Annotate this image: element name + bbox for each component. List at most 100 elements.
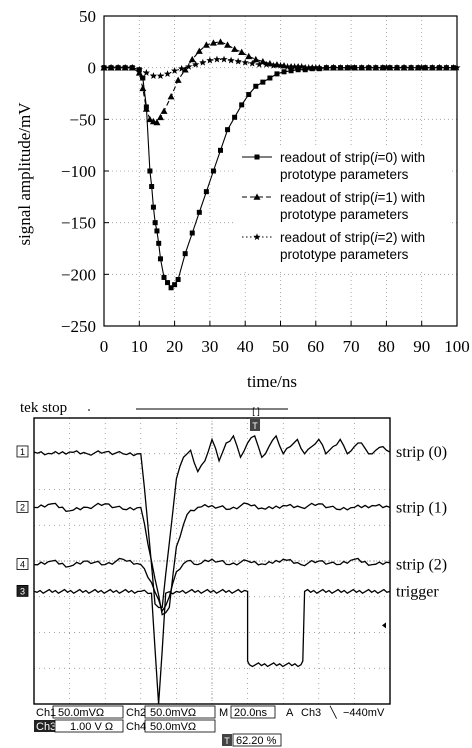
data-point xyxy=(206,56,214,64)
data-point xyxy=(140,75,146,81)
data-point xyxy=(147,168,153,174)
y-tick-label: −150 xyxy=(61,214,96,233)
x-tick-label: 90 xyxy=(413,337,430,356)
ch2-value: 50.0mVΩ xyxy=(150,707,196,719)
data-point xyxy=(442,64,450,71)
data-point xyxy=(260,79,266,85)
oscilloscope-screenshot: tek stop [ ] T 1 strip (0) 2 strip (1) 4 stri… xyxy=(16,400,447,747)
scope-title: tek stop xyxy=(20,400,67,416)
data-point xyxy=(234,57,242,65)
legend-entry-label: readout of strip(i=2) with xyxy=(280,230,425,245)
data-point xyxy=(283,62,292,70)
data-point xyxy=(146,115,154,123)
y-tick-label: −250 xyxy=(61,317,96,336)
ch1-value: 50.0mVΩ xyxy=(58,707,104,719)
data-point xyxy=(252,55,260,63)
data-point xyxy=(114,63,122,71)
data-point xyxy=(231,45,239,52)
data-point xyxy=(182,251,188,257)
x-axis-label: time/ns xyxy=(247,372,297,391)
data-point xyxy=(203,189,209,195)
data-point xyxy=(153,118,161,126)
x-tick-label: 40 xyxy=(237,337,254,356)
series-group xyxy=(100,38,461,291)
x-tick-label: 10 xyxy=(131,337,148,356)
ch1-label: Ch1 xyxy=(36,707,56,719)
data-point xyxy=(185,62,193,70)
data-point xyxy=(259,57,267,65)
trace-3 xyxy=(33,588,391,705)
data-point xyxy=(287,63,295,70)
trigger-channel: Ch3 xyxy=(301,707,321,719)
data-point xyxy=(281,69,287,75)
legend-box xyxy=(236,146,450,270)
ch1-box xyxy=(52,705,124,719)
data-point xyxy=(156,240,162,246)
m-box xyxy=(230,705,276,719)
data-point xyxy=(269,61,278,69)
data-point xyxy=(156,113,164,121)
trigger-slope: ╲ xyxy=(329,705,338,719)
data-point xyxy=(175,277,181,282)
data-point xyxy=(418,63,426,71)
x-tick-label: 20 xyxy=(166,337,183,356)
data-point xyxy=(165,280,171,286)
amplitude-chart: 0 10 20 30 40 50 60 70 80 90 100 50 0 −50 −100 −150 −200… xyxy=(15,7,470,391)
data-point xyxy=(276,61,285,69)
series-triangle xyxy=(100,38,457,126)
data-point xyxy=(156,72,165,80)
data-point xyxy=(178,64,186,72)
data-point xyxy=(152,220,158,226)
data-point xyxy=(210,168,216,174)
trigger-pos-icon-box xyxy=(222,734,232,746)
status-bar: Ch1 50.0mVΩ Ch2 50.0mVΩ M 20.0ns A Ch3 ╲… xyxy=(34,705,385,747)
channel-marker-label: 1 xyxy=(20,447,25,457)
data-point xyxy=(291,62,299,70)
data-point xyxy=(160,107,168,114)
data-point xyxy=(139,84,147,92)
data-point xyxy=(274,71,280,77)
data-point xyxy=(254,154,260,160)
data-point xyxy=(295,67,301,73)
y-axis-label: signal amplitude/mV xyxy=(15,102,34,246)
data-point xyxy=(267,75,273,81)
data-point xyxy=(128,63,136,71)
trace-1 xyxy=(33,434,391,609)
data-point xyxy=(202,41,210,48)
x-tick-label: 70 xyxy=(343,337,360,356)
ch4-label: Ch4 xyxy=(126,721,146,733)
data-point xyxy=(142,69,150,76)
legend-entry-label: readout of strip(i=1) with xyxy=(280,190,425,205)
data-point xyxy=(239,102,245,108)
ch4-value: 50.0mVΩ xyxy=(150,721,196,733)
data-point xyxy=(121,63,129,71)
data-point xyxy=(149,184,155,189)
legend-entry-label: prototype parameters xyxy=(280,247,409,262)
y-tick-label: −200 xyxy=(61,265,96,284)
data-point xyxy=(245,52,253,60)
axis-ticks: 0 10 20 30 40 50 60 70 80 90 100 50 0 −50 −100 −150 −200… xyxy=(61,7,470,356)
data-point xyxy=(167,93,175,100)
data-point xyxy=(168,285,174,291)
data-point xyxy=(188,55,196,63)
ch3-label-box xyxy=(34,720,55,732)
trace-label: strip (0) xyxy=(396,444,447,461)
data-point xyxy=(386,64,394,71)
x-tick-label: 30 xyxy=(201,337,218,356)
trace-label: strip (1) xyxy=(396,499,447,516)
series-star xyxy=(100,55,461,80)
data-point xyxy=(382,63,391,71)
data-point xyxy=(298,62,306,70)
ch3-box xyxy=(54,719,124,733)
data-point xyxy=(253,83,259,89)
ch3-label: Ch3 xyxy=(36,721,56,733)
trigger-marker: T xyxy=(252,421,258,431)
data-point xyxy=(232,114,238,120)
data-point xyxy=(174,76,182,83)
data-point xyxy=(135,69,143,76)
data-point xyxy=(253,193,261,200)
trigger-marker-box xyxy=(250,419,260,431)
data-point xyxy=(453,63,461,71)
data-point xyxy=(253,233,261,241)
